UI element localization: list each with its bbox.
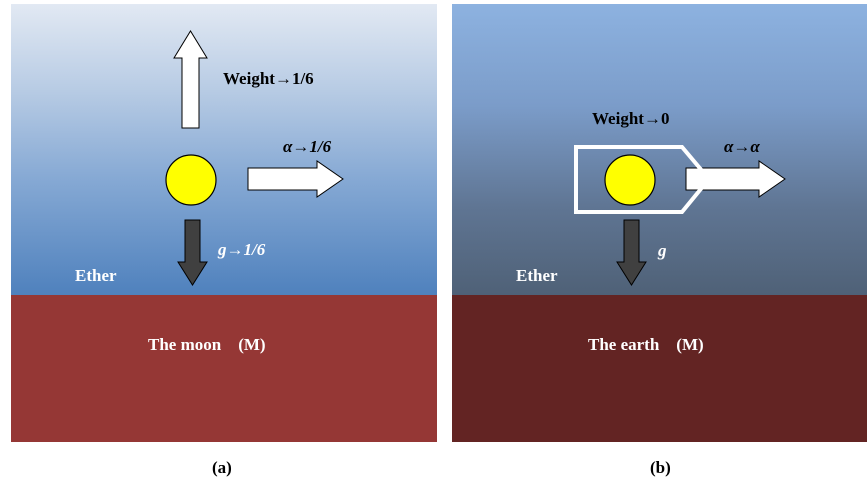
weight-arrow-up — [173, 30, 208, 129]
g-label: g→1/6 — [218, 240, 266, 259]
gravity-arrow-down — [177, 219, 208, 286]
ether-sky-b — [452, 4, 867, 295]
caption-b: (b) — [650, 458, 671, 477]
ether-sky-a — [11, 4, 437, 295]
vehicle-outline — [574, 145, 712, 214]
moon-label: The moon (M) — [148, 335, 266, 354]
ether-label: Ether — [516, 266, 558, 285]
weight-label: Weight→1/6 — [223, 69, 314, 88]
caption-a: (a) — [212, 458, 232, 477]
earth-ground — [452, 295, 867, 442]
alpha-arrow-right — [247, 160, 344, 198]
ether-label: Ether — [75, 266, 117, 285]
g-label: g — [658, 241, 667, 260]
ball — [165, 154, 217, 206]
alpha-label: α→α — [724, 137, 760, 156]
earth-label: The earth (M) — [588, 335, 704, 354]
gravity-arrow-down — [616, 219, 647, 286]
moon-ground — [11, 295, 437, 442]
panel-a: Weight→1/6 α→1/6 g→1/6 Ether The moon (M… — [11, 4, 437, 442]
panel-b: Weight→0 α→α g Ether The earth (M) — [452, 4, 867, 442]
diagram-a-shapes — [165, 30, 344, 286]
alpha-label: α→1/6 — [283, 137, 332, 156]
diagram-b-shapes — [574, 145, 786, 286]
weight-label: Weight→0 — [592, 109, 670, 128]
ball — [604, 154, 656, 206]
